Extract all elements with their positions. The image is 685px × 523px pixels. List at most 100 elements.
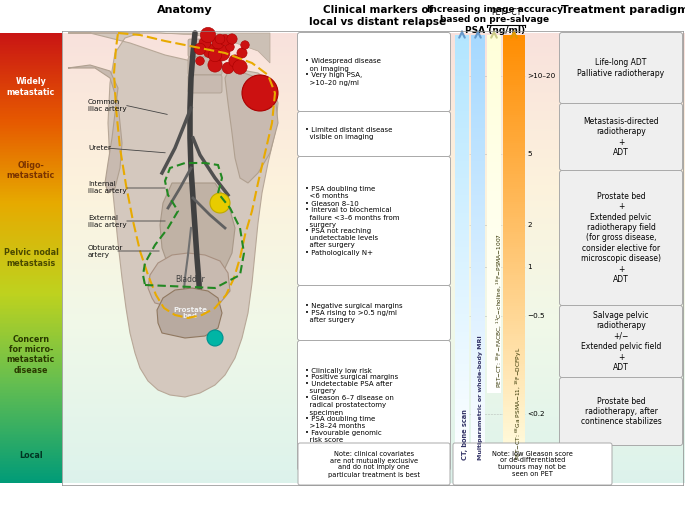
Bar [503, 373, 525, 375]
Bar [62, 261, 685, 263]
Bar [487, 273, 501, 275]
Bar [503, 366, 525, 368]
Bar [62, 427, 685, 429]
Bar [487, 203, 501, 205]
Bar [487, 356, 501, 357]
Bar [455, 165, 469, 167]
Bar [503, 43, 525, 46]
Bar [487, 53, 501, 55]
Bar [455, 362, 469, 364]
Bar [471, 76, 485, 78]
Bar [455, 427, 469, 429]
Bar [503, 89, 525, 92]
Bar [503, 269, 525, 271]
Bar [0, 39, 62, 40]
Bar [62, 52, 685, 54]
Bar [62, 95, 685, 96]
Bar [0, 264, 62, 266]
Bar [0, 67, 62, 69]
Circle shape [208, 58, 222, 72]
Bar [0, 123, 62, 124]
Bar [471, 425, 485, 427]
Bar [503, 388, 525, 390]
Bar [503, 273, 525, 275]
Bar [503, 271, 525, 273]
Bar [503, 260, 525, 263]
Circle shape [233, 60, 247, 74]
Bar [62, 324, 685, 325]
Bar [0, 85, 62, 87]
Bar [455, 286, 469, 288]
Bar [471, 312, 485, 314]
Bar [487, 108, 501, 110]
Bar [0, 288, 62, 290]
Bar [455, 425, 469, 427]
Bar [0, 87, 62, 88]
Bar [0, 446, 62, 447]
Bar [0, 266, 62, 267]
Bar [455, 193, 469, 195]
Bar [503, 425, 525, 427]
Bar [62, 197, 685, 198]
Bar [455, 438, 469, 440]
Bar [62, 156, 685, 157]
Bar [62, 370, 685, 372]
Bar [455, 347, 469, 349]
Bar [62, 173, 685, 174]
Text: • Limited distant disease
  visible on imaging: • Limited distant disease visible on ima… [305, 128, 393, 141]
Bar [0, 418, 62, 420]
Bar [62, 426, 685, 427]
Bar [503, 74, 525, 76]
Bar [62, 283, 685, 285]
Bar [503, 381, 525, 383]
Bar [487, 89, 501, 90]
Bar [503, 119, 525, 122]
Bar [503, 282, 525, 284]
Bar [487, 51, 501, 53]
Bar [0, 465, 62, 467]
Bar [62, 169, 685, 171]
Bar [487, 40, 501, 42]
Bar [487, 55, 501, 56]
Bar [471, 267, 485, 269]
Bar [487, 309, 501, 311]
Bar [62, 384, 685, 385]
Bar [0, 290, 62, 291]
Bar [471, 334, 485, 336]
Bar [471, 399, 485, 401]
Bar [471, 104, 485, 107]
Text: • Negative surgical margins
• PSA rising to >0.5 ng/ml
  after surgery: • Negative surgical margins • PSA rising… [305, 303, 403, 323]
Bar [503, 46, 525, 48]
Bar [487, 386, 501, 388]
Bar [503, 245, 525, 247]
Bar [0, 441, 62, 442]
Bar [455, 210, 469, 212]
Bar [0, 312, 62, 313]
Bar [471, 215, 485, 217]
Bar [503, 147, 525, 150]
Bar [0, 335, 62, 336]
Bar [0, 333, 62, 335]
Bar [0, 109, 62, 111]
Bar [62, 188, 685, 189]
Bar [471, 204, 485, 206]
Bar [62, 131, 685, 132]
Bar [62, 404, 685, 405]
Bar [455, 50, 469, 52]
Bar [503, 180, 525, 182]
Bar [455, 189, 469, 191]
Bar [455, 195, 469, 197]
Bar [455, 418, 469, 420]
Bar [0, 190, 62, 192]
Bar [62, 385, 685, 387]
Bar [0, 429, 62, 430]
Bar [471, 109, 485, 111]
Bar [471, 59, 485, 61]
Bar [62, 138, 685, 140]
Text: 5: 5 [527, 151, 532, 157]
Bar [0, 237, 62, 238]
Bar [62, 202, 685, 204]
Bar [455, 85, 469, 87]
Bar [0, 211, 62, 213]
Bar [0, 112, 62, 114]
